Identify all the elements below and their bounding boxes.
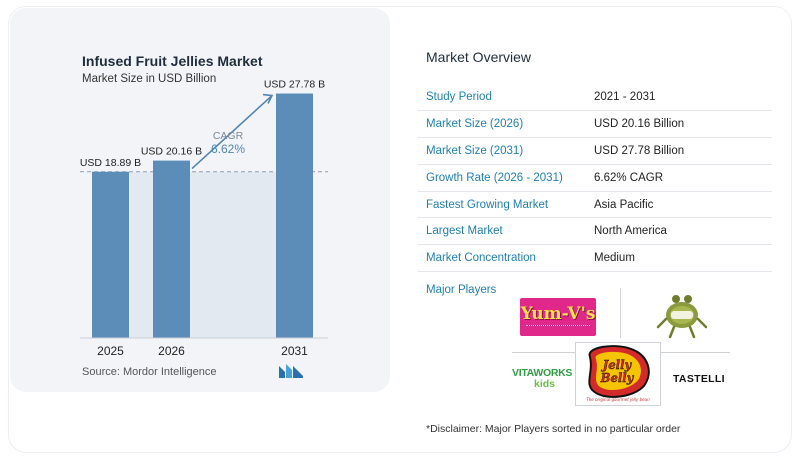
bumble-bean-logo-icon: [656, 295, 708, 339]
svg-text:Belly: Belly: [600, 371, 635, 385]
vitaworks-logo: VITAWORKS kids: [512, 367, 574, 391]
table-row: Market Size (2026) USD 20.16 Billion: [418, 111, 772, 138]
yumvs-logo-text: Yum-V's: [520, 304, 596, 324]
row-label: Market Size (2031): [426, 144, 524, 157]
bar-value-label: USD 27.78 B: [264, 79, 325, 91]
overview-table: Study Period 2021 - 2031 Market Size (20…: [418, 84, 772, 273]
chart-source: Source: Mordor Intelligence: [82, 366, 217, 378]
vitaworks-logo-text: VITAWORKS: [512, 367, 573, 379]
row-value: USD 27.78 Billion: [594, 144, 685, 157]
row-value: USD 20.16 Billion: [594, 117, 685, 130]
jelly-belly-logo-icon: Jelly Belly The original gourmet jelly b…: [575, 342, 661, 406]
table-row: Largest Market North America: [418, 218, 772, 246]
cagr-label: CAGR: [213, 130, 244, 142]
yumvs-logo: Yum-V's: [520, 298, 596, 336]
bar-value-label: USD 20.16 B: [141, 146, 202, 158]
major-players-title: Major Players: [426, 284, 497, 296]
row-label: Market Concentration: [426, 252, 536, 265]
bar: [153, 160, 190, 338]
yumvs-logo-tagline: [526, 325, 590, 329]
row-value: Medium: [594, 252, 635, 265]
table-row: Study Period 2021 - 2031: [418, 84, 772, 111]
mordor-logo-icon: [279, 364, 303, 378]
svg-text:Jelly: Jelly: [601, 358, 633, 372]
x-tick-label: 2025: [97, 344, 124, 358]
row-label: Growth Rate (2026 - 2031): [426, 171, 563, 184]
row-label: Largest Market: [426, 225, 503, 238]
cagr-arrow: [191, 94, 273, 170]
row-value: 2021 - 2031: [594, 90, 656, 103]
x-tick-label: 2026: [158, 344, 185, 358]
svg-text:The original gourmet jelly bea: The original gourmet jelly bean: [586, 397, 650, 402]
row-label: Market Size (2026): [426, 117, 524, 130]
disclaimer: *Disclaimer: Major Players sorted in no …: [426, 423, 681, 435]
bar: [92, 171, 129, 338]
row-value: Asia Pacific: [594, 198, 654, 211]
bar: [276, 93, 313, 338]
x-tick-label: 2031: [281, 344, 308, 358]
row-label: Study Period: [426, 90, 492, 103]
vitaworks-logo-kids: kids: [534, 378, 556, 390]
chart-subtitle: Market Size in USD Billion: [82, 73, 217, 85]
cagr-value: 6.62%: [211, 142, 245, 156]
bar-chart: USD 18.89 B 2025 USD 20.16 B 2026 USD 27.78 …: [80, 79, 328, 358]
row-label: Fastest Growing Market: [426, 198, 549, 211]
row-value: North America: [594, 225, 667, 238]
table-row: Market Size (2031) USD 27.78 Billion: [418, 138, 772, 165]
table-row: Fastest Growing Market Asia Pacific: [418, 192, 772, 219]
table-row: Growth Rate (2026 - 2031) 6.62% CAGR: [418, 165, 772, 192]
tastelli-logo: TASTELLI: [673, 373, 725, 385]
row-value: 6.62% CAGR: [594, 171, 664, 184]
cagr-arrow-head-icon: [262, 93, 274, 104]
overview-title: Market Overview: [426, 49, 532, 65]
table-row: Market Concentration Medium: [418, 245, 772, 273]
bar-value-label: USD 18.89 B: [80, 157, 141, 169]
divider-vertical: [620, 288, 621, 338]
chart-title: Infused Fruit Jellies Market: [82, 53, 263, 69]
